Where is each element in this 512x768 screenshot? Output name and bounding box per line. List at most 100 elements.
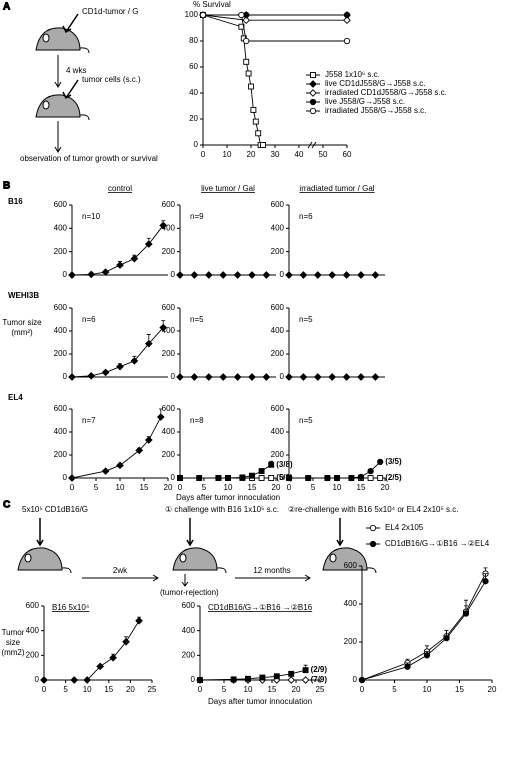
data-point <box>250 106 257 113</box>
annotation: n=6 <box>82 315 96 324</box>
x-tick-label: 10 <box>223 150 232 159</box>
y-tick-label: 0 <box>63 270 68 279</box>
diagram-text: 5x10⁵ CD1dB16/G <box>22 505 88 514</box>
annotation: n=10 <box>82 212 101 221</box>
x-tick-label: 0 <box>178 483 183 492</box>
data-point <box>70 676 79 684</box>
data-point <box>342 271 351 279</box>
data-point <box>219 271 228 279</box>
y-tick-label: 200 <box>344 637 358 646</box>
data-point <box>252 118 259 125</box>
data-line <box>202 14 347 21</box>
row-label: B16 <box>8 197 23 206</box>
data-point <box>328 271 337 279</box>
legend-marker <box>309 89 317 97</box>
y-tick-label: 200 <box>54 247 68 256</box>
y-tick-label: 600 <box>271 200 285 209</box>
axis <box>199 606 320 681</box>
y-tick-label: 0 <box>280 473 285 482</box>
x-tick-label: 20 <box>247 150 256 159</box>
y-axis-label: % Survival <box>193 0 231 9</box>
arrow <box>36 518 44 547</box>
data-line <box>71 416 162 479</box>
legend-label: live CD1dJ558/G→J558 s.c. <box>325 79 426 88</box>
data-point <box>262 373 271 381</box>
data-point <box>199 11 207 19</box>
legend-marker <box>309 107 317 115</box>
annotation: n=6 <box>299 212 313 221</box>
data-point <box>96 662 104 671</box>
x-tick-label: 10 <box>116 483 125 492</box>
data-point <box>219 373 228 381</box>
series-label: (2/5) <box>385 473 402 482</box>
y-tick-label: 200 <box>182 650 196 659</box>
y-tick-label: 200 <box>54 450 68 459</box>
x-tick-label: 15 <box>140 483 149 492</box>
annotation: n=7 <box>82 416 96 425</box>
data-point <box>249 472 255 479</box>
x-tick-label: 10 <box>333 483 342 492</box>
series-label: (3/5) <box>385 457 402 466</box>
x-tick-label: 10 <box>83 685 92 694</box>
data-point <box>101 268 110 276</box>
x-tick-label: 20 <box>272 483 281 492</box>
y-tick-label: 400 <box>162 326 176 335</box>
data-point <box>68 373 76 381</box>
data-point <box>197 677 203 683</box>
data-point <box>68 474 76 482</box>
data-point <box>348 474 355 482</box>
y-tick-label: 400 <box>271 223 285 232</box>
data-point <box>342 373 351 381</box>
x-axis-label: Days after tumor innoculation <box>208 697 312 706</box>
y-tick-label: 200 <box>26 650 40 659</box>
arrow <box>181 574 189 587</box>
data-point <box>116 362 124 371</box>
x-tick-label: 5 <box>202 483 207 492</box>
data-point <box>299 271 308 279</box>
data-point <box>258 468 265 475</box>
data-point <box>299 373 308 381</box>
legend-label: live J558/G→J558 s.c. <box>325 97 405 106</box>
diagram-text: 2wk <box>113 566 128 575</box>
data-line <box>361 573 486 681</box>
data-point <box>423 652 431 659</box>
series-label: (5/8) <box>276 473 293 482</box>
y-tick-label: 600 <box>54 303 68 312</box>
diagram-text: 12 months <box>253 566 290 575</box>
data-point <box>204 373 213 381</box>
x-tick-label: 25 <box>148 685 157 694</box>
data-point <box>190 271 199 279</box>
data-point <box>358 676 366 684</box>
data-point <box>462 610 470 617</box>
x-tick-label: 5 <box>222 685 227 694</box>
data-point <box>144 240 153 248</box>
y-tick-label: 0 <box>171 473 176 482</box>
series-label: (7/9) <box>311 675 328 684</box>
annotation: n=8 <box>190 416 204 425</box>
y-tick-label: 400 <box>271 427 285 436</box>
y-tick-label: 0 <box>63 473 68 482</box>
panel-label: B <box>3 181 10 192</box>
data-point <box>313 373 322 381</box>
y-tick-label: 0 <box>194 140 199 149</box>
y-tick-label: 600 <box>54 404 68 413</box>
data-point <box>313 271 322 279</box>
data-point <box>248 373 256 381</box>
data-point <box>135 616 143 625</box>
data-point <box>482 578 489 585</box>
data-point <box>135 446 144 455</box>
x-tick-label: 20 <box>488 685 497 694</box>
data-point <box>328 373 337 381</box>
y-tick-label: 0 <box>171 372 176 381</box>
x-tick-label: 5 <box>94 483 99 492</box>
data-point <box>343 37 351 45</box>
x-tick-label: 15 <box>455 685 464 694</box>
data-point <box>243 58 250 65</box>
data-point <box>443 635 450 642</box>
data-point <box>122 637 130 646</box>
chart-title: CD1dB16/G→①B16 →②B16 <box>208 603 313 612</box>
arrow <box>62 13 79 34</box>
x-tick-label: 0 <box>201 150 206 159</box>
diagram-text: CD1d-tumor / G <box>82 7 138 16</box>
